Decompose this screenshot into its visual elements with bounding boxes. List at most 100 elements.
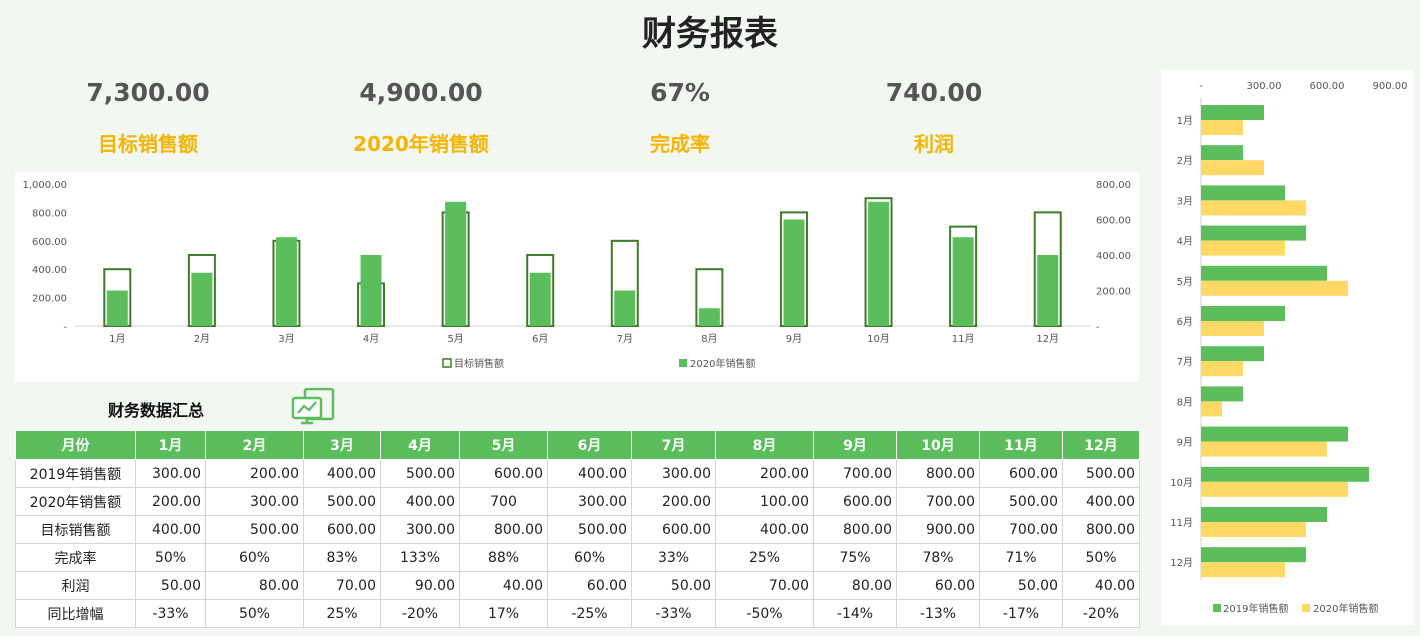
header-cell: 2月 <box>205 430 304 460</box>
header-cell: 12月 <box>1062 430 1140 460</box>
x-tick-label: 11月 <box>952 333 975 345</box>
yearly-comparison-chart: - 300.00 600.00 900.00 1月 2月 3月 4月 5月 6月 7月 8月 9月 10月… <box>1161 70 1413 625</box>
sales-bar <box>783 219 805 326</box>
row-label: 利润 <box>15 571 136 600</box>
table-row: 完成率 50% 60% 83% 133% 88% 60% 33% 25% 75% 78% 71% 50% <box>15 543 1140 572</box>
y-tick-label: 1月 <box>1177 115 1193 127</box>
table-cell: -17% <box>979 599 1063 628</box>
table-row: 同比增幅 -33% 50% 25% -20% 17% -25% -33% -50% -14% -13… <box>15 599 1140 628</box>
kpi-label: 2020年销售额 <box>353 132 489 156</box>
kpi-value: 67% <box>650 78 710 107</box>
header-cell: 5月 <box>459 430 548 460</box>
bar-2020 <box>1201 120 1243 135</box>
table-cell: -25% <box>547 599 632 628</box>
y-tick-label: 2月 <box>1177 155 1193 167</box>
table-cell: 500.00 <box>1062 459 1140 488</box>
legend-target-swatch <box>442 358 452 368</box>
table-cell: 50% <box>205 599 304 628</box>
left-tick-label: 800.00 <box>32 208 67 219</box>
right-tick-label: 600.00 <box>1096 216 1131 227</box>
bar-2020 <box>1201 361 1243 377</box>
kpi-value: 4,900.00 <box>359 78 483 107</box>
right-tick-label: 400.00 <box>1096 251 1131 262</box>
legend-2020-label: 2020年销售额 <box>1313 602 1378 615</box>
sales-bar <box>698 308 720 326</box>
header-cell: 11月 <box>979 430 1063 460</box>
legend-2020-swatch <box>1302 604 1310 612</box>
top-tick-label: 600.00 <box>1310 81 1345 92</box>
section-title: 财务数据汇总 <box>108 401 205 420</box>
sales-bar <box>360 255 382 326</box>
table-cell: 200.00 <box>205 459 304 488</box>
table-cell: 25% <box>715 543 814 572</box>
table-cell: 17% <box>459 599 548 628</box>
y-tick-label: 8月 <box>1177 396 1193 408</box>
legend-sales-swatch <box>679 359 687 367</box>
y-tick-label: 7月 <box>1177 356 1193 368</box>
left-tick-label: 600.00 <box>32 237 67 248</box>
header-cell: 月份 <box>15 430 136 460</box>
table-cell: 200.00 <box>631 487 716 516</box>
bar-2020 <box>1201 401 1222 417</box>
kpi-value: 740.00 <box>885 78 983 107</box>
bar-2020 <box>1201 321 1264 336</box>
x-tick-label: 3月 <box>278 333 294 345</box>
table-cell: 700 <box>459 487 548 516</box>
bar-2019 <box>1201 507 1327 522</box>
table-cell: 60% <box>547 543 632 572</box>
table-cell: 90.00 <box>380 571 460 600</box>
row-label: 同比增幅 <box>15 599 136 628</box>
table-row: 目标销售额 400.00 500.00 600.00 300.00 800.00 500.0… <box>15 515 1140 544</box>
sales-bar <box>614 290 636 326</box>
kpi-label: 完成率 <box>650 132 710 156</box>
table-cell: 500.00 <box>380 459 460 488</box>
table-cell: -20% <box>1062 599 1140 628</box>
table-cell: -20% <box>380 599 460 628</box>
table-cell: 50.00 <box>979 571 1063 600</box>
sales-bar <box>191 272 213 326</box>
left-tick-label: 1,000.00 <box>22 180 67 191</box>
table-cell: 60% <box>205 543 304 572</box>
kpi-value: 7,300.00 <box>86 78 210 107</box>
table-cell: 78% <box>896 543 980 572</box>
table-cell: -14% <box>813 599 897 628</box>
monthly-sales-chart: - 200.00 400.00 600.00 800.00 1,000.00 - 200.00… <box>15 172 1139 382</box>
table-cell: 88% <box>459 543 548 572</box>
right-tick-label: 800.00 <box>1096 180 1131 191</box>
table-cell: 50.00 <box>631 571 716 600</box>
header-cell: 6月 <box>547 430 632 460</box>
header-cell: 9月 <box>813 430 897 460</box>
row-label: 完成率 <box>15 543 136 572</box>
left-tick-label: 200.00 <box>32 294 67 305</box>
table-cell: 300.00 <box>205 487 304 516</box>
sales-bar <box>868 201 890 326</box>
bar-2019 <box>1201 386 1243 402</box>
x-tick-label: 2月 <box>194 333 210 345</box>
table-cell: 200.00 <box>715 459 814 488</box>
legend-target-label: 目标销售额 <box>454 357 504 370</box>
bar-2019 <box>1201 145 1243 161</box>
sales-bar <box>445 201 467 326</box>
table-cell: 70.00 <box>715 571 814 600</box>
table-cell: 800.00 <box>813 515 897 544</box>
table-cell: 700.00 <box>896 487 980 516</box>
table-cell: 500.00 <box>979 487 1063 516</box>
table-cell: 40.00 <box>1062 571 1140 600</box>
x-tick-label: 1月 <box>109 333 125 345</box>
table-cell: 40.00 <box>459 571 548 600</box>
bar-2020 <box>1201 481 1348 497</box>
header-cell: 10月 <box>896 430 980 460</box>
row-label: 2020年销售额 <box>15 487 136 516</box>
top-tick-label: - <box>1199 81 1203 92</box>
table-cell: 800.00 <box>896 459 980 488</box>
kpi-label: 目标销售额 <box>98 132 198 156</box>
table-row: 2019年销售额 300.00 200.00 400.00 500.00 600.00 40… <box>15 459 1140 488</box>
table-cell: 133% <box>380 543 460 572</box>
table-cell: 75% <box>813 543 897 572</box>
kpi-label: 利润 <box>914 132 954 156</box>
x-tick-label: 5月 <box>447 333 463 345</box>
table-cell: 800.00 <box>459 515 548 544</box>
table-cell: 600.00 <box>631 515 716 544</box>
table-cell: 400.00 <box>547 459 632 488</box>
monitor-chart-icon <box>291 387 337 426</box>
